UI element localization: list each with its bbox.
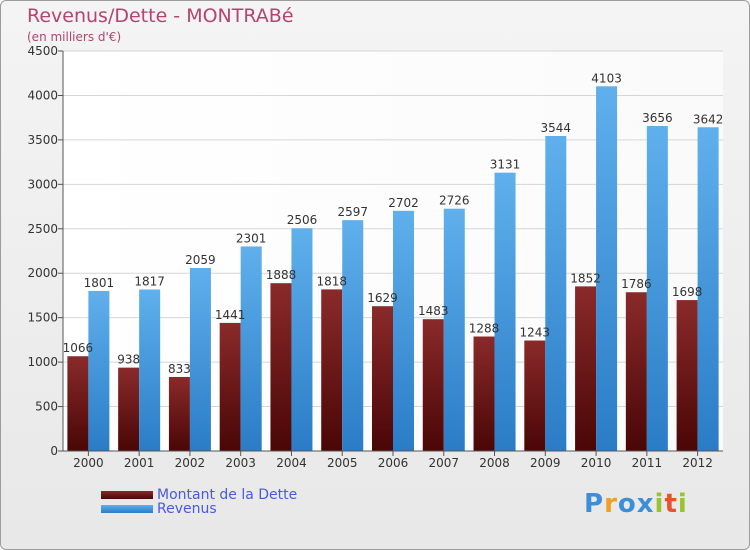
data-label-revenue-2012: 3642 [693, 112, 724, 126]
x-tick-label-2003: 2003 [225, 456, 256, 470]
data-label-revenue-2004: 2506 [287, 213, 318, 227]
axes: 0 500 1000 1500 2000 2500 3000 3500 4000 4500 2000… [27, 44, 723, 470]
y-tick-label-4500: 4500 [27, 44, 58, 58]
bar-revenue-2011 [646, 126, 668, 452]
bar-revenue-2006 [393, 210, 414, 451]
bar-revenue-2008 [494, 172, 516, 451]
legend-item-revenue: Revenus [101, 501, 217, 517]
bar-debt-2003 [219, 322, 241, 451]
bar-revenue-2002 [189, 267, 211, 451]
x-tick-label-2007: 2007 [428, 456, 459, 470]
x-tick-label-2000: 2000 [73, 456, 104, 470]
bar-debt-2000 [67, 356, 89, 451]
bar-revenue-2009 [545, 135, 567, 451]
x-tick-label-2010: 2010 [581, 456, 612, 470]
y-tick-label-0: 0 [50, 444, 58, 458]
bar-revenue-2005 [342, 220, 364, 451]
y-tick-label-3500: 3500 [27, 133, 58, 147]
data-label-debt-2003: 1441 [215, 308, 246, 322]
data-label-revenue-2006: 2702 [388, 196, 419, 210]
y-tick-label-3000: 3000 [27, 177, 58, 191]
x-tick-label-2008: 2008 [479, 456, 510, 470]
logo-letter: t [664, 489, 678, 519]
y-tick-label-4000: 4000 [27, 88, 58, 102]
data-label-revenue-2005: 2597 [337, 205, 368, 219]
logo-letter: i [677, 489, 688, 519]
bar-revenue-2001 [139, 289, 161, 451]
legend-swatch-revenue [101, 505, 153, 513]
x-tick-label-2005: 2005 [327, 456, 358, 470]
logo-letter: P [584, 489, 605, 519]
bar-debt-2008 [473, 336, 495, 451]
data-label-revenue-2003: 2301 [236, 231, 267, 245]
y-tick-label-1500: 1500 [27, 311, 58, 325]
data-label-revenue-2009: 3544 [541, 121, 572, 135]
legend-item-debt: Montant de la Dette [101, 487, 297, 503]
data-label-revenue-2011: 3656 [642, 111, 673, 125]
bar-debt-2012 [676, 300, 698, 451]
y-tick-label-1000: 1000 [27, 355, 58, 369]
logo-letter: i [654, 489, 665, 519]
data-label-debt-2001: 938 [117, 353, 140, 367]
legend-label-debt: Montant de la Dette [157, 487, 298, 503]
data-label-debt-2002: 833 [168, 362, 191, 376]
bar-debt-2001 [118, 367, 140, 451]
data-label-debt-2006: 1629 [367, 291, 398, 305]
bar-debt-2006 [372, 306, 393, 451]
bar-debt-2009 [524, 340, 546, 451]
x-tick-label-2009: 2009 [530, 456, 561, 470]
proxiti-logo: Proxiti [584, 489, 688, 519]
data-label-revenue-2007: 2726 [439, 194, 470, 208]
data-label-revenue-2010: 4103 [591, 71, 622, 85]
chart-title: Revenus/Dette - MONTRABé [27, 5, 294, 27]
bar-debt-2010 [575, 286, 597, 451]
data-labels: 1066 1801 938 1817 833 2059 1441 2301 1888 2506 18… [63, 71, 724, 376]
bar-revenue-2004 [291, 228, 313, 451]
data-label-debt-2000: 1066 [63, 341, 94, 355]
data-label-debt-2010: 1852 [570, 271, 601, 285]
bar-revenue-2003 [240, 246, 262, 451]
bar-revenue-2010 [596, 86, 618, 452]
legend-label-revenue: Revenus [157, 501, 217, 517]
bar-revenue-2007 [443, 208, 465, 451]
chart-subtitle: (en milliers d'€) [27, 30, 122, 44]
logo-letter: r [604, 489, 618, 519]
legend-swatch-debt [101, 491, 153, 499]
x-tick-label-2004: 2004 [276, 456, 307, 470]
bar-revenue-2012 [697, 127, 719, 452]
data-label-debt-2009: 1243 [520, 326, 551, 340]
data-label-debt-2012: 1698 [672, 285, 703, 299]
bar-debt-2011 [625, 292, 647, 451]
bar-debt-2004 [270, 283, 292, 451]
x-tick-label-2002: 2002 [175, 456, 206, 470]
data-label-debt-2007: 1483 [418, 304, 449, 318]
data-label-debt-2008: 1288 [469, 322, 500, 336]
bar-revenue-2000 [88, 290, 110, 451]
bars [67, 86, 719, 452]
x-tick-label-2012: 2012 [682, 456, 713, 470]
data-label-revenue-2002: 2059 [185, 253, 216, 267]
data-label-debt-2011: 1786 [621, 277, 652, 291]
data-label-revenue-2008: 3131 [490, 158, 521, 172]
x-tick-label-2011: 2011 [632, 456, 663, 470]
bar-debt-2002 [168, 376, 190, 451]
y-tick-label-2500: 2500 [27, 222, 58, 236]
data-label-debt-2005: 1818 [316, 274, 347, 288]
data-label-debt-2004: 1888 [266, 268, 297, 282]
data-label-revenue-2000: 1801 [84, 276, 115, 290]
y-tick-label-2000: 2000 [27, 266, 58, 280]
x-tick-label-2001: 2001 [124, 456, 155, 470]
x-tick-label-2006: 2006 [378, 456, 409, 470]
logo-letter: o [617, 489, 637, 519]
logo-letter: x [636, 489, 655, 519]
bar-debt-2007 [422, 319, 444, 451]
bar-debt-2005 [321, 289, 343, 451]
data-label-revenue-2001: 1817 [134, 274, 165, 288]
y-tick-label-500: 500 [35, 400, 58, 414]
